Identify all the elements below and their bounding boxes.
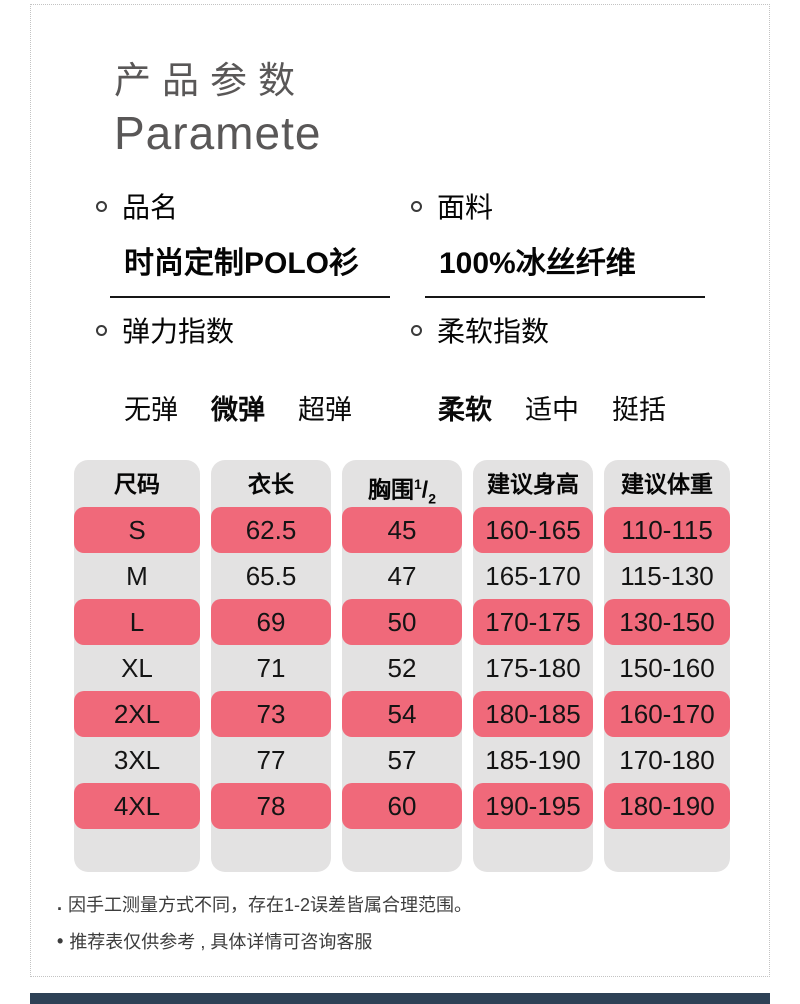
size-table-column: 胸围1/2 45 47 50 52 54 57 60 bbox=[342, 460, 462, 872]
option-super-stretch: 超弹 bbox=[298, 395, 352, 425]
table-cell: 50 bbox=[342, 599, 462, 645]
underline-rule bbox=[110, 296, 390, 298]
table-cell: 73 bbox=[211, 691, 331, 737]
table-cell: 71 bbox=[256, 653, 286, 683]
size-table-column: 建议身高 160-165 165-170 170-175 175-180 180-185 1… bbox=[473, 460, 593, 872]
table-cell: M bbox=[126, 561, 148, 591]
table-cell: 54 bbox=[342, 691, 462, 737]
option-moderate: 适中 bbox=[525, 395, 579, 425]
spec-fabric: 面料 100%冰丝纤维 bbox=[411, 186, 707, 298]
index-softness-header: 柔软指数 bbox=[411, 310, 707, 350]
table-header-cell: 尺码 bbox=[114, 471, 160, 497]
table-header-cell: 建议身高 bbox=[487, 471, 579, 497]
table-cell: 47 bbox=[387, 561, 417, 591]
notes: . 因手工测量方式不同，存在1-2误差皆属合理范围。 • 推荐表仅供参考 , 具… bbox=[57, 891, 472, 965]
note-reference: • 推荐表仅供参考 , 具体详情可咨询客服 bbox=[57, 928, 472, 954]
note-bullet-icon: • bbox=[57, 930, 64, 951]
note-bullet-icon: . bbox=[57, 893, 63, 914]
index-elasticity-options: 无弹 微弹 超弹 bbox=[124, 388, 352, 427]
table-cell: 175-180 bbox=[485, 653, 581, 683]
option-crisp: 挺括 bbox=[612, 395, 666, 425]
option-no-stretch: 无弹 bbox=[124, 395, 178, 425]
table-cell: XL bbox=[121, 653, 153, 683]
size-table-column: 建议体重 110-115 115-130 130-150 150-160 160-170 1… bbox=[604, 460, 730, 872]
circle-bullet-icon bbox=[96, 324, 107, 336]
spec-product-name-value: 时尚定制POLO衫 bbox=[124, 247, 360, 280]
page-title-zh: 产品参数 bbox=[114, 60, 306, 101]
note-measurement: . 因手工测量方式不同，存在1-2误差皆属合理范围。 bbox=[57, 891, 472, 917]
table-cell: 190-195 bbox=[473, 783, 593, 829]
spec-fabric-label: 面料 bbox=[437, 192, 494, 223]
circle-bullet-icon bbox=[411, 324, 422, 336]
circle-bullet-icon bbox=[96, 200, 107, 212]
option-slight-stretch: 微弹 bbox=[211, 395, 265, 425]
table-cell: 160-165 bbox=[473, 507, 593, 553]
option-soft: 柔软 bbox=[438, 395, 492, 425]
circle-bullet-icon bbox=[411, 200, 422, 212]
page-title-en: Paramete bbox=[114, 107, 322, 159]
table-cell: 60 bbox=[342, 783, 462, 829]
table-cell: S bbox=[74, 507, 200, 553]
table-cell: 110-115 bbox=[604, 507, 730, 553]
table-cell: 170-180 bbox=[619, 745, 715, 775]
page-title: 产品参数 Paramete bbox=[114, 50, 321, 160]
table-cell: 160-170 bbox=[604, 691, 730, 737]
spec-product-name-label: 品名 bbox=[122, 192, 179, 223]
table-cell: 180-190 bbox=[604, 783, 730, 829]
table-cell: 2XL bbox=[74, 691, 200, 737]
table-cell: 180-185 bbox=[473, 691, 593, 737]
table-header-cell: 胸围1/2 bbox=[368, 476, 436, 507]
size-table-column: 衣长 62.5 65.5 69 71 73 77 78 bbox=[211, 460, 331, 872]
table-cell: 170-175 bbox=[473, 599, 593, 645]
table-cell: L bbox=[74, 599, 200, 645]
table-header-cell: 建议体重 bbox=[621, 471, 713, 497]
index-softness-options: 柔软 适中 挺括 bbox=[438, 388, 666, 427]
spec-product-name-header: 品名 bbox=[96, 186, 392, 226]
table-cell: 150-160 bbox=[619, 653, 715, 683]
table-cell: 4XL bbox=[74, 783, 200, 829]
table-header-cell: 衣长 bbox=[248, 471, 294, 497]
table-cell: 115-130 bbox=[620, 561, 714, 591]
size-table: 尺码 S M L XL 2XL 3XL 4XL 衣长 62.5 65.5 69 71 73 77 78 胸围1/… bbox=[74, 460, 730, 872]
table-cell: 57 bbox=[387, 745, 417, 775]
table-cell: 62.5 bbox=[211, 507, 331, 553]
table-cell: 165-170 bbox=[485, 561, 581, 591]
index-elasticity: 弹力指数 bbox=[96, 310, 392, 350]
table-cell: 3XL bbox=[113, 745, 161, 775]
index-softness: 柔软指数 bbox=[411, 310, 707, 350]
table-cell: 52 bbox=[387, 653, 417, 683]
table-cell: 65.5 bbox=[245, 561, 297, 591]
note-reference-text: 推荐表仅供参考 , 具体详情可咨询客服 bbox=[69, 932, 373, 952]
note-measurement-text: 因手工测量方式不同，存在1-2误差皆属合理范围。 bbox=[68, 895, 473, 915]
table-cell: 77 bbox=[256, 745, 286, 775]
spec-fabric-header: 面料 bbox=[411, 186, 707, 226]
table-cell: 130-150 bbox=[604, 599, 730, 645]
spec-product-name: 品名 时尚定制POLO衫 bbox=[96, 186, 392, 298]
index-elasticity-header: 弹力指数 bbox=[96, 310, 392, 350]
bottom-section-bar bbox=[30, 993, 770, 1004]
spec-fabric-value: 100%冰丝纤维 bbox=[439, 247, 636, 280]
table-cell: 69 bbox=[211, 599, 331, 645]
table-cell: 45 bbox=[342, 507, 462, 553]
table-cell: 185-190 bbox=[485, 745, 581, 775]
underline-rule bbox=[425, 296, 705, 298]
index-softness-label: 柔软指数 bbox=[437, 316, 550, 347]
table-cell: 78 bbox=[211, 783, 331, 829]
size-table-column: 尺码 S M L XL 2XL 3XL 4XL bbox=[74, 460, 200, 872]
index-elasticity-label: 弹力指数 bbox=[122, 316, 235, 347]
